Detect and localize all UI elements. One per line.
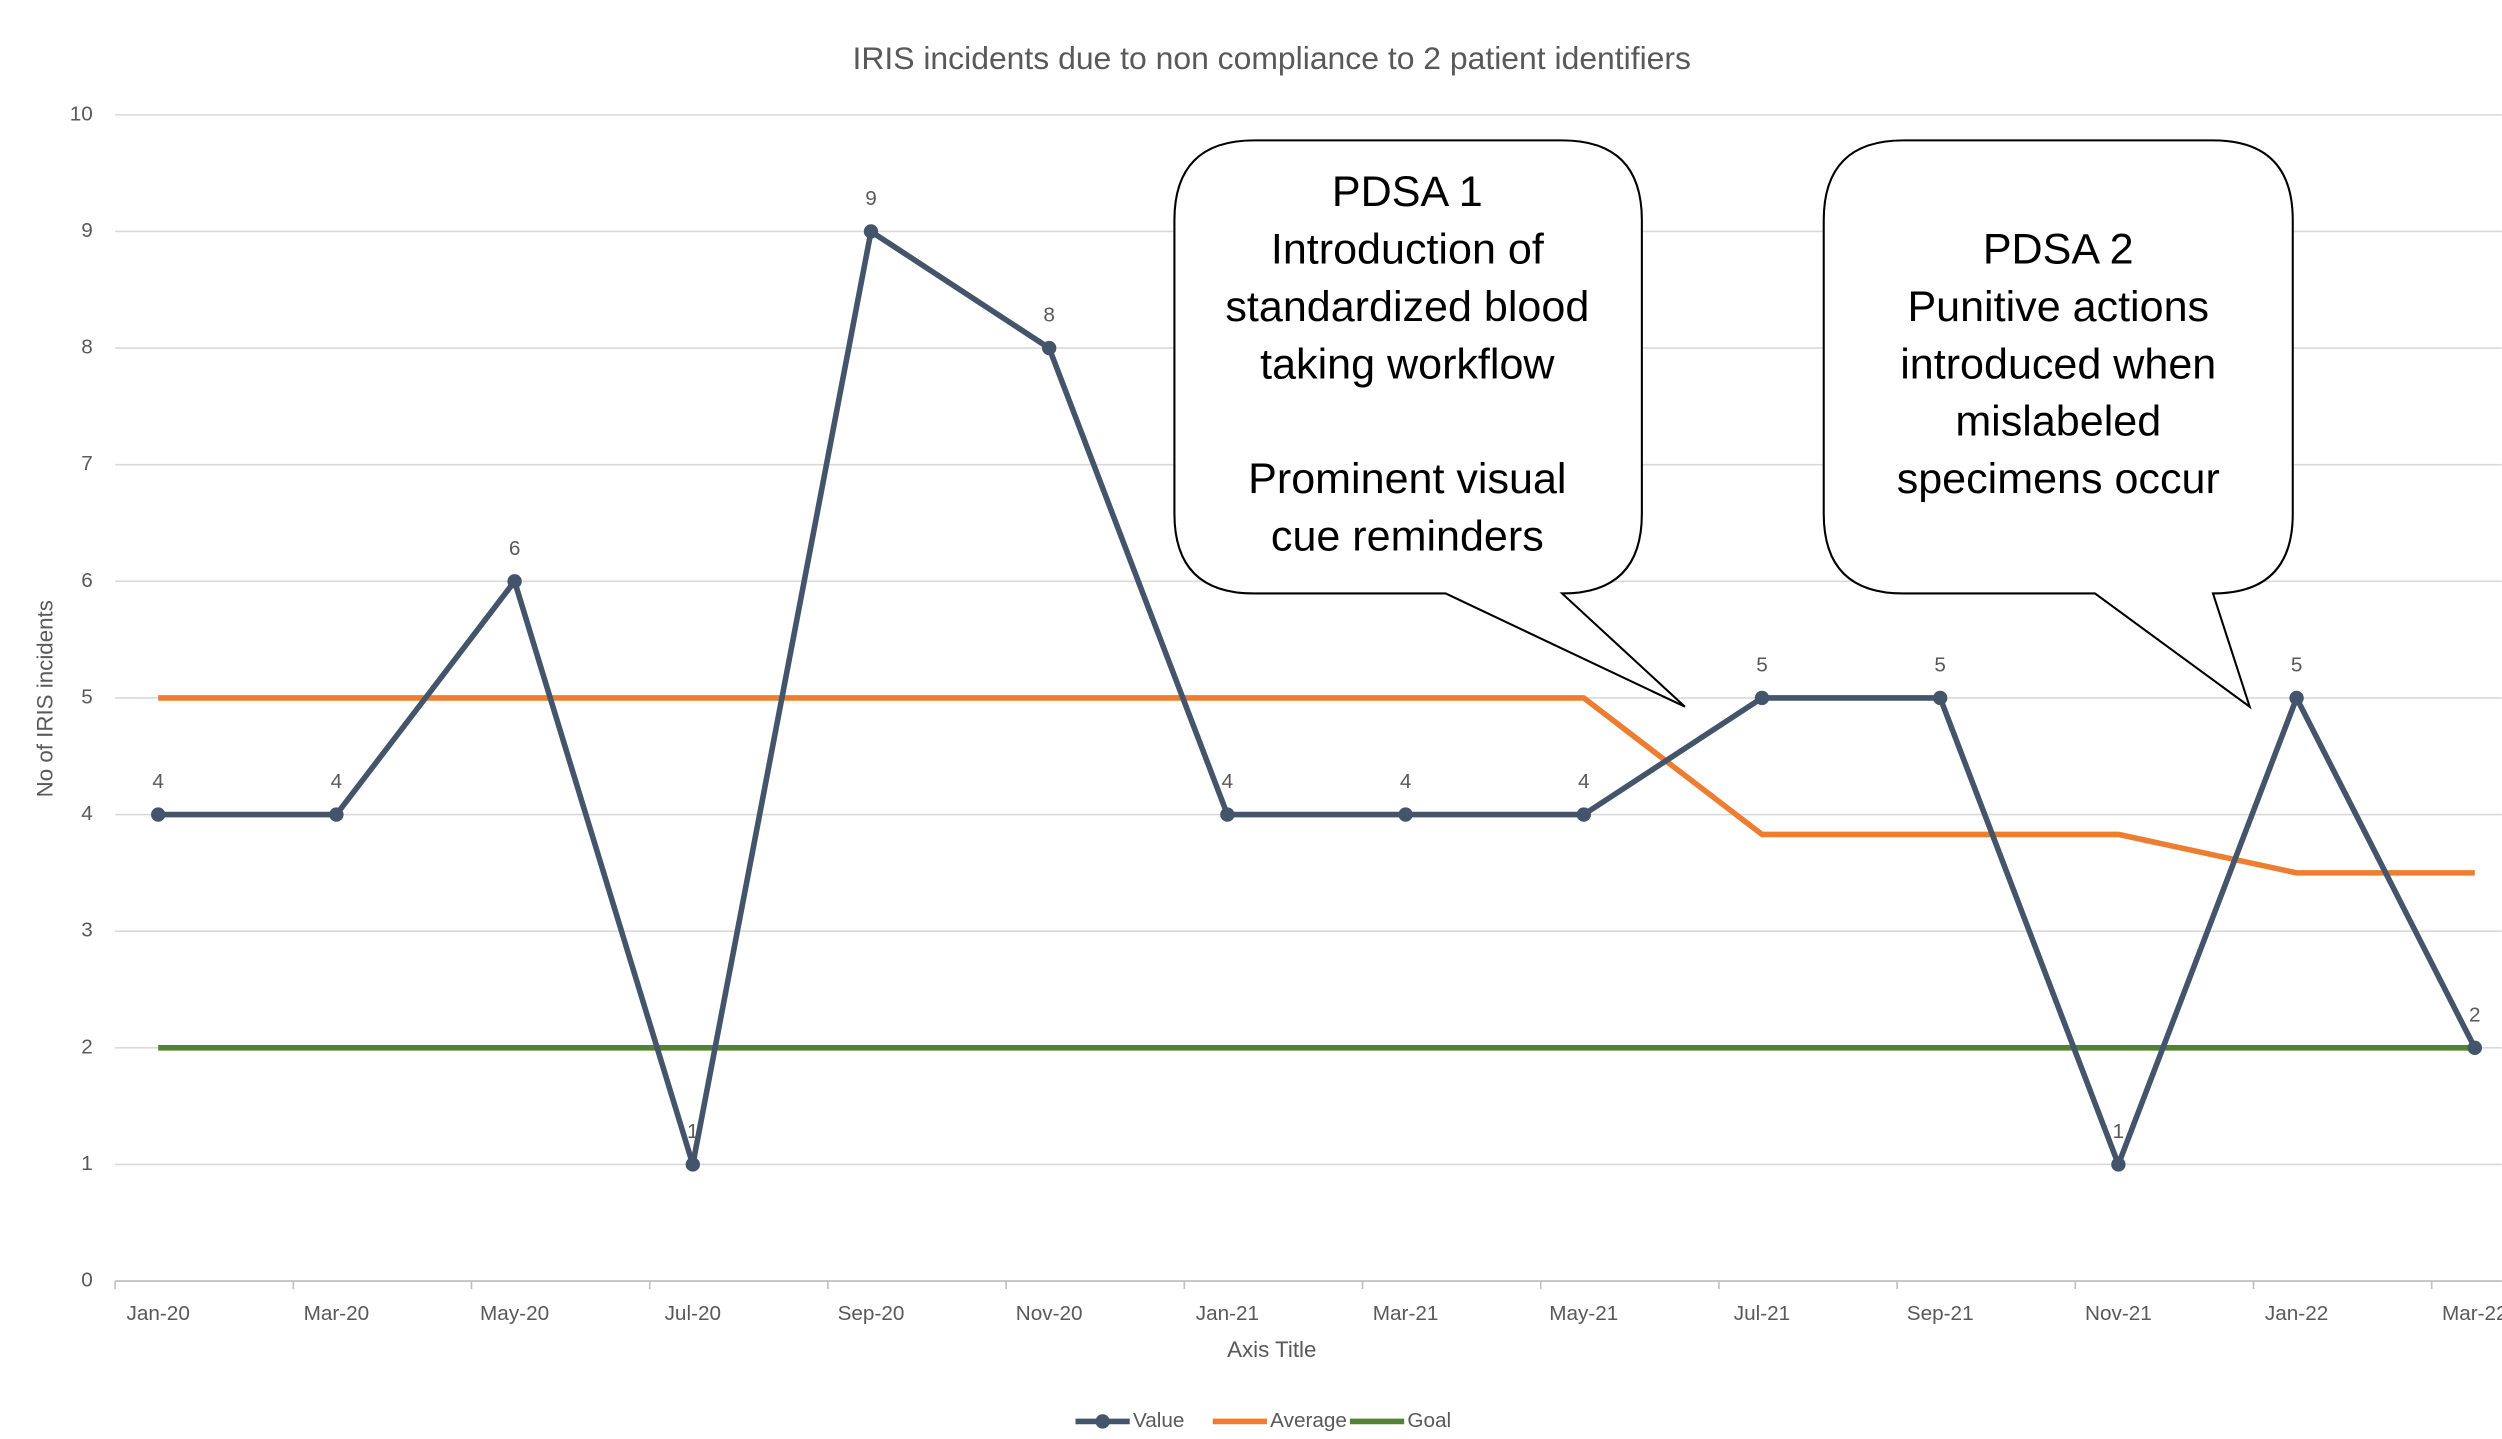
- data-label: 8: [1043, 304, 1055, 327]
- annotation-text: introduced when: [1900, 340, 2216, 388]
- legend-label: Average: [1270, 1409, 1347, 1432]
- data-label: 4: [1400, 770, 1412, 793]
- data-label: 5: [1756, 654, 1768, 677]
- x-tick-label: May-21: [1549, 1302, 1618, 1325]
- y-axis-title: No of IRIS incidents: [32, 600, 57, 797]
- x-tick-label: Mar-21: [1373, 1302, 1439, 1325]
- callout-shape: [1173, 139, 1686, 708]
- data-point: [1754, 690, 1770, 706]
- x-axis-title: Axis Title: [1227, 1337, 1316, 1362]
- x-tick-label: Jul-20: [665, 1302, 721, 1325]
- annotation-text: standardized blood: [1225, 283, 1589, 331]
- annotation-text: Punitive actions: [1907, 283, 2209, 331]
- x-tick-label: Mar-22: [2442, 1302, 2502, 1325]
- data-label: 5: [2291, 654, 2303, 677]
- data-point: [2289, 690, 2304, 706]
- annotation-text: Prominent visual: [1248, 455, 1566, 503]
- data-label: 2: [2469, 1003, 2481, 1026]
- y-tick-label: 1: [81, 1152, 93, 1175]
- plot-area: 4 4 6 1 9 8 4 4 4 5 5 1 5 2: [151, 187, 2482, 1172]
- x-tick-label: Jan-21: [1196, 1302, 1259, 1325]
- annotation-text: PDSA 1: [1332, 168, 1483, 216]
- y-tick-label: 10: [70, 102, 93, 125]
- annotation-text: mislabeled: [1955, 398, 2161, 446]
- data-label: 6: [509, 537, 521, 560]
- y-tick-label: 3: [81, 919, 93, 942]
- x-tick-label: Jan-22: [2265, 1302, 2328, 1325]
- data-point: [2467, 1040, 2482, 1056]
- data-label: 9: [865, 187, 877, 210]
- legend-marker: [1095, 1414, 1110, 1429]
- callout-shape: [1822, 139, 2294, 710]
- data-point: [1576, 807, 1591, 822]
- data-point: [151, 807, 166, 822]
- data-point: [863, 224, 879, 239]
- legend: Value Average Goal: [1075, 1409, 1451, 1432]
- y-tick-label: 2: [81, 1035, 93, 1058]
- y-tick-label: 4: [81, 802, 93, 825]
- data-label: 4: [1578, 770, 1590, 793]
- series-line: [158, 228, 2478, 1168]
- y-tick-label: 6: [81, 569, 93, 592]
- annotation-text: PDSA 2: [1983, 225, 2134, 273]
- data-label: 1: [687, 1120, 699, 1143]
- x-tick-label: Sep-21: [1907, 1302, 1974, 1325]
- x-tick-label: Mar-20: [304, 1302, 370, 1325]
- data-label: 4: [1222, 770, 1234, 793]
- data-point: [1933, 690, 1948, 706]
- x-tick-label: Jan-20: [127, 1302, 190, 1325]
- x-tick-label: May-20: [480, 1302, 549, 1325]
- data-point: [507, 574, 522, 589]
- annotation-text: taking workflow: [1260, 340, 1555, 388]
- annotations: PDSA 1 Introduction of standardized blood t…: [1225, 168, 2219, 561]
- y-tick-label: 9: [81, 219, 93, 242]
- y-tick-label: 5: [81, 685, 93, 708]
- legend-label: Goal: [1407, 1409, 1451, 1432]
- data-label: 1: [2113, 1120, 2125, 1143]
- data-point: [685, 1157, 700, 1172]
- data-point: [1042, 340, 1057, 356]
- x-tick-label: Jul-21: [1734, 1302, 1790, 1325]
- data-point: [329, 807, 344, 822]
- data-point: [2111, 1157, 2126, 1172]
- y-tick-label: 8: [81, 336, 93, 359]
- x-tick-label: Nov-21: [2085, 1302, 2152, 1325]
- annotation-text: specimens occur: [1897, 455, 2220, 503]
- x-tick-label: Nov-20: [1016, 1302, 1083, 1325]
- legend-label: Value: [1133, 1409, 1184, 1432]
- series-line: [158, 695, 2475, 876]
- y-tick-label: 7: [81, 452, 93, 475]
- data-label: 4: [152, 770, 164, 793]
- data-point: [1398, 807, 1413, 822]
- data-label: 4: [331, 770, 343, 793]
- chart-title: IRIS incidents due to non compliance to …: [852, 40, 1691, 76]
- annotation-text: Introduction of: [1271, 225, 1545, 273]
- annotation-text: cue reminders: [1271, 513, 1544, 561]
- data-label: 5: [1934, 654, 1946, 677]
- y-tick-label: 0: [81, 1269, 93, 1292]
- x-tick-label: Sep-20: [838, 1302, 905, 1325]
- data-point: [1220, 807, 1235, 822]
